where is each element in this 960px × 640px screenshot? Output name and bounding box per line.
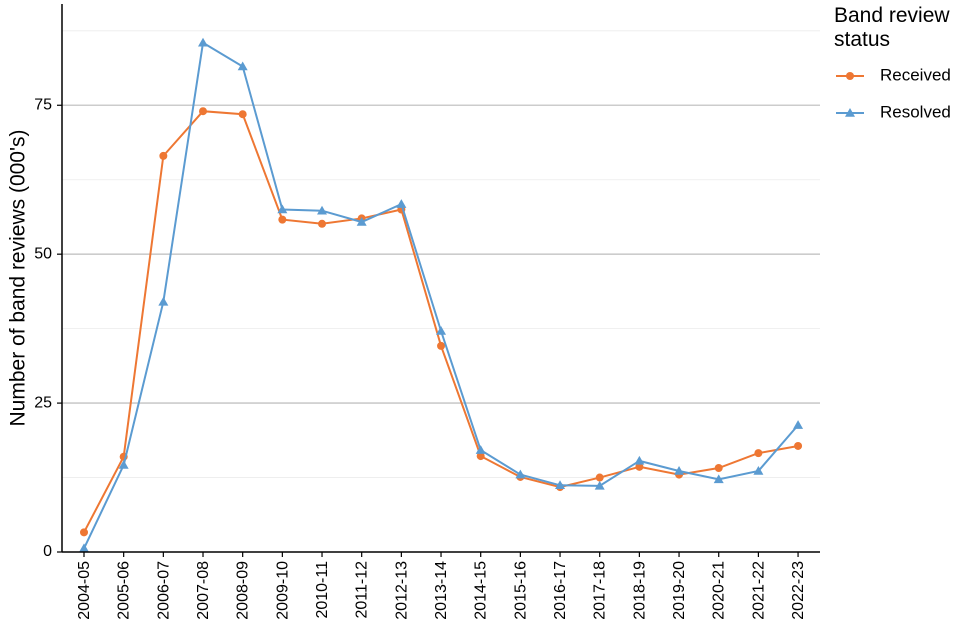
data-point-received bbox=[159, 151, 168, 160]
gridlines bbox=[62, 30, 820, 478]
data-point-resolved bbox=[198, 37, 209, 47]
legend-title-line-1: Band review bbox=[834, 4, 950, 27]
legend-swatch-marker bbox=[846, 72, 854, 80]
data-point-resolved bbox=[356, 217, 367, 226]
data-point-resolved bbox=[594, 480, 605, 490]
data-point-resolved bbox=[317, 205, 328, 215]
y-axis-ticks: 0 25 50 75 bbox=[34, 96, 62, 560]
data-point-resolved bbox=[634, 455, 645, 465]
y-axis-title: Number of band reviews (000's) bbox=[7, 130, 30, 427]
data-point-received bbox=[635, 462, 644, 471]
data-point-received bbox=[318, 219, 327, 228]
y-tick-label: 75 bbox=[34, 96, 52, 113]
x-tick-label: 2016-17 bbox=[552, 561, 569, 620]
x-tick-label: 2021-22 bbox=[750, 561, 767, 620]
series-line-received bbox=[83, 110, 799, 533]
x-tick-label: 2011-12 bbox=[354, 561, 371, 619]
legend-swatch-marker bbox=[845, 108, 855, 117]
data-point-received bbox=[476, 452, 485, 461]
y-tick-label: 50 bbox=[34, 245, 52, 262]
legend-label: Resolved bbox=[880, 102, 951, 121]
x-tick-label: 2009-10 bbox=[274, 561, 291, 620]
x-tick-label: 2018-19 bbox=[631, 561, 648, 620]
legend-item-received: Received bbox=[836, 65, 951, 84]
x-tick-label: 2020-21 bbox=[711, 561, 728, 620]
legend-item-resolved: Resolved bbox=[836, 102, 951, 121]
legend: Band review status Received Resolved bbox=[834, 4, 951, 121]
x-tick-label: 2005-06 bbox=[116, 561, 133, 620]
data-point-received bbox=[754, 449, 763, 458]
data-point-resolved bbox=[396, 199, 407, 208]
legend-title-line-2: status bbox=[834, 28, 890, 51]
x-tick-label: 2019-20 bbox=[671, 561, 688, 620]
series-received bbox=[80, 107, 803, 537]
series-line-resolved bbox=[83, 41, 799, 549]
x-axis-ticks: 2004-05 2005-06 2006-07 2007-08 2008-09 2009-… bbox=[76, 552, 807, 620]
data-point-resolved bbox=[753, 465, 764, 475]
x-tick-label: 2007-08 bbox=[195, 561, 212, 620]
data-point-resolved bbox=[475, 445, 486, 454]
x-tick-label: 2008-09 bbox=[235, 561, 252, 620]
data-point-received bbox=[595, 473, 604, 482]
data-point-resolved bbox=[79, 543, 89, 553]
x-tick-label: 2013-14 bbox=[433, 561, 450, 620]
data-point-resolved bbox=[237, 61, 248, 71]
y-tick-label: 25 bbox=[34, 394, 52, 411]
y-tick-label: 0 bbox=[43, 543, 52, 560]
data-point-received bbox=[80, 528, 88, 537]
data-point-resolved bbox=[436, 326, 447, 335]
data-point-resolved bbox=[555, 480, 566, 490]
x-tick-label: 2017-18 bbox=[592, 561, 609, 620]
data-point-resolved bbox=[118, 460, 129, 469]
data-point-received bbox=[238, 110, 247, 119]
x-tick-label: 2004-05 bbox=[76, 561, 93, 620]
data-point-received bbox=[278, 215, 287, 224]
data-point-resolved bbox=[793, 420, 804, 429]
data-point-resolved bbox=[674, 465, 685, 475]
data-point-received bbox=[714, 464, 723, 473]
data-point-resolved bbox=[277, 204, 288, 214]
data-point-resolved bbox=[713, 474, 724, 484]
x-tick-label: 2015-16 bbox=[512, 561, 529, 620]
x-tick-label: 2010-11 bbox=[314, 561, 331, 619]
data-point-received bbox=[199, 107, 208, 116]
x-tick-label: 2014-15 bbox=[473, 561, 490, 620]
series-layer bbox=[79, 37, 804, 553]
series-resolved bbox=[79, 37, 804, 553]
data-point-received bbox=[794, 441, 803, 450]
legend-label: Received bbox=[880, 65, 951, 84]
data-point-resolved bbox=[158, 296, 169, 306]
x-tick-label: 2006-07 bbox=[155, 561, 172, 620]
data-point-resolved bbox=[515, 469, 526, 479]
x-tick-label: 2022-23 bbox=[790, 561, 807, 620]
x-tick-label: 2012-13 bbox=[393, 561, 410, 620]
data-point-received bbox=[437, 341, 446, 350]
